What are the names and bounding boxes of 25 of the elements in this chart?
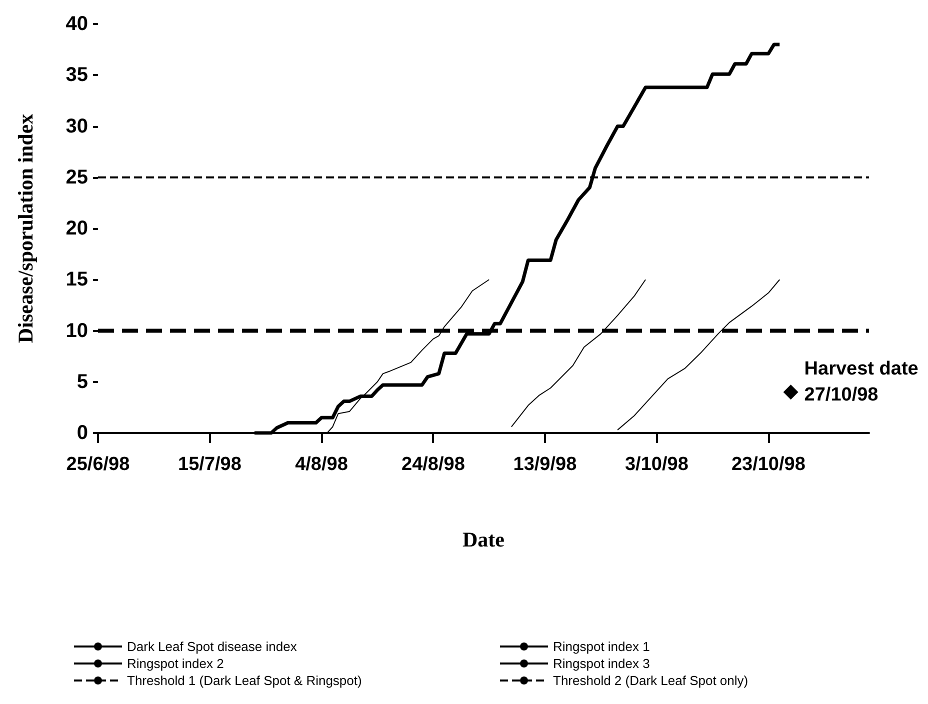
x-tick-label: 13/9/98 — [513, 454, 577, 475]
y-tick-label: 30 — [66, 115, 88, 138]
x-tick-label: 3/10/98 — [624, 454, 688, 475]
legend-label: Dark Leaf Spot disease index — [127, 639, 298, 654]
x-tick-label: 24/8/98 — [402, 454, 465, 475]
y-tick-label: 35 — [66, 64, 88, 86]
legend-label: Ringspot index 3 — [553, 656, 650, 671]
y-tick-label: 20 — [66, 218, 88, 240]
x-tick-label: 23/10/98 — [731, 454, 806, 475]
legend-label: Ringspot index 1 — [553, 639, 650, 654]
y-tick-label: 25 — [66, 166, 88, 188]
legend-label: Threshold 1 (Dark Leaf Spot & Ringspot) — [127, 673, 362, 688]
y-tick-label: 5 — [76, 370, 88, 393]
x-axis-title: Date — [462, 528, 504, 552]
y-tick-label: 15 — [66, 268, 88, 291]
legend-label: Threshold 2 (Dark Leaf Spot only) — [553, 673, 748, 688]
y-tick-label: 10 — [66, 320, 88, 342]
y-tick-label: 0 — [76, 422, 88, 444]
y-axis-title: Disease/sporulation index — [14, 113, 38, 344]
x-tick-label: 25/6/98 — [66, 454, 130, 475]
x-tick-label: 15/7/98 — [178, 454, 242, 475]
legend-label: Ringspot index 2 — [127, 656, 224, 671]
y-tick-label: 40 — [66, 13, 88, 35]
annotation: Harvest date 27/10/98 — [804, 358, 918, 406]
x-tick-label: 4/8/98 — [295, 454, 348, 475]
